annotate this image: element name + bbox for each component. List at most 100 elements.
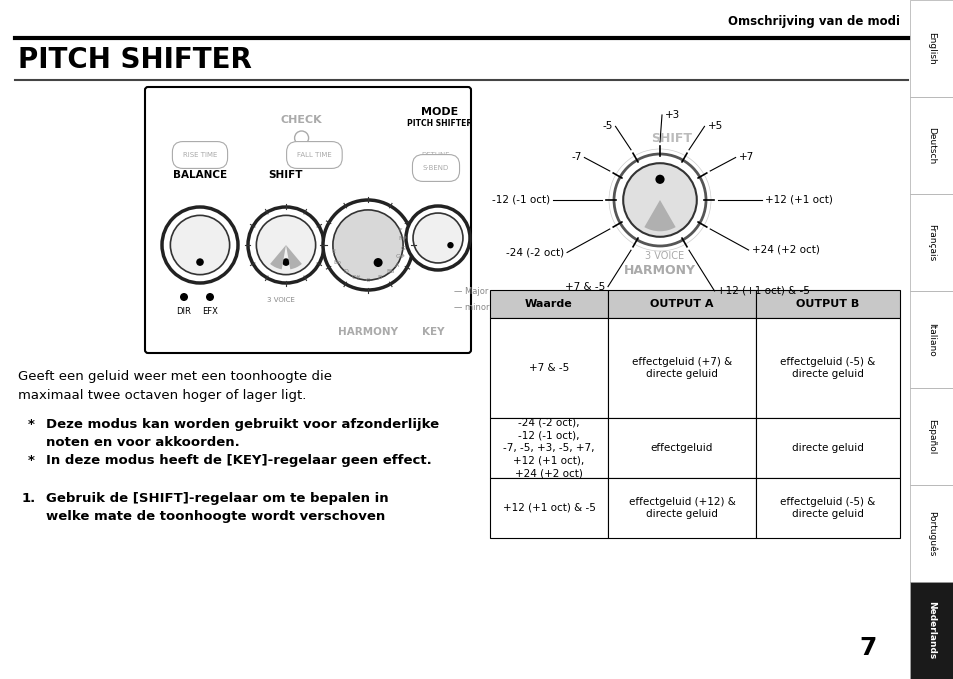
Text: FALL TIME: FALL TIME xyxy=(296,152,332,158)
Text: C: C xyxy=(365,278,370,282)
Text: effectgeluid (+12) &
directe geluid: effectgeluid (+12) & directe geluid xyxy=(628,496,735,519)
Text: EFX: EFX xyxy=(202,307,217,316)
Text: +7 & -5: +7 & -5 xyxy=(528,363,569,373)
Circle shape xyxy=(196,258,204,266)
Text: In deze modus heeft de [KEY]-regelaar geen effect.: In deze modus heeft de [KEY]-regelaar ge… xyxy=(46,454,432,467)
Circle shape xyxy=(180,293,188,301)
Text: +12 (+1 oct): +12 (+1 oct) xyxy=(764,195,832,205)
Text: +7 & -5: +7 & -5 xyxy=(564,282,604,291)
Text: KEY: KEY xyxy=(421,327,444,337)
Text: 3 VOICE: 3 VOICE xyxy=(645,251,684,261)
Text: OUTPUT A: OUTPUT A xyxy=(650,299,713,309)
Text: A: A xyxy=(395,263,398,268)
Circle shape xyxy=(206,293,213,301)
Circle shape xyxy=(162,207,237,283)
Circle shape xyxy=(614,154,705,246)
Text: 7: 7 xyxy=(859,636,876,660)
Text: Eb: Eb xyxy=(334,260,341,265)
Text: DIR: DIR xyxy=(176,307,192,316)
Circle shape xyxy=(171,215,230,274)
Text: +5: +5 xyxy=(707,122,722,132)
Circle shape xyxy=(406,206,470,270)
Text: F: F xyxy=(397,227,401,233)
Text: Deze modus kan worden gebruikt voor afzonderlijke
noten en voor akkoorden.: Deze modus kan worden gebruikt voor afzo… xyxy=(46,418,438,449)
Text: English: English xyxy=(926,32,936,65)
Text: D: D xyxy=(343,270,348,274)
Text: +12 (+1 oct) & -5: +12 (+1 oct) & -5 xyxy=(502,503,595,513)
Bar xyxy=(755,478,899,538)
Text: -24 (-2 oct): -24 (-2 oct) xyxy=(505,248,563,257)
Text: +24 (+2 oct): +24 (+2 oct) xyxy=(751,245,819,255)
Text: +7: +7 xyxy=(738,153,753,162)
Bar xyxy=(490,418,607,478)
Text: effectgeluid (-5) &
directe geluid: effectgeluid (-5) & directe geluid xyxy=(780,356,875,380)
Wedge shape xyxy=(286,245,301,270)
Bar xyxy=(755,418,899,478)
Bar xyxy=(607,478,755,538)
Circle shape xyxy=(333,210,403,280)
Wedge shape xyxy=(643,200,659,232)
Text: -24 (-2 oct),
-12 (-1 oct),
-7, -5, +3, -5, +7,
+12 (+1 oct),
+24 (+2 oct): -24 (-2 oct), -12 (-1 oct), -7, -5, +3, … xyxy=(503,418,594,479)
Text: S·BEND: S·BEND xyxy=(422,165,449,171)
Text: MODE: MODE xyxy=(421,107,458,117)
Text: Italiano: Italiano xyxy=(926,323,936,356)
Text: PITCH SHIFTER: PITCH SHIFTER xyxy=(407,120,472,128)
Text: HARMONY: HARMONY xyxy=(337,327,397,337)
Bar xyxy=(607,290,755,318)
Text: 1.: 1. xyxy=(22,492,36,505)
Circle shape xyxy=(655,175,664,184)
Circle shape xyxy=(447,242,454,249)
Text: Bb: Bb xyxy=(386,270,395,274)
Text: F#: F# xyxy=(397,236,407,242)
Bar xyxy=(490,290,607,318)
Circle shape xyxy=(413,213,462,263)
Text: -7: -7 xyxy=(571,153,580,162)
Circle shape xyxy=(294,131,308,145)
Text: effectgeluid (+7) &
directe geluid: effectgeluid (+7) & directe geluid xyxy=(631,356,731,380)
Circle shape xyxy=(282,258,290,266)
Text: — minor: — minor xyxy=(454,304,489,312)
Text: Español: Español xyxy=(926,419,936,454)
Bar xyxy=(607,318,755,418)
Text: Geeft een geluid weer met een toonhoogte die
maximaal twee octaven hoger of lage: Geeft een geluid weer met een toonhoogte… xyxy=(18,370,332,402)
Bar xyxy=(490,318,607,418)
Text: RISE TIME: RISE TIME xyxy=(183,152,217,158)
Wedge shape xyxy=(659,200,675,232)
Bar xyxy=(909,485,953,582)
Text: Waarde: Waarde xyxy=(524,299,572,309)
Text: E: E xyxy=(332,249,335,253)
Text: -5: -5 xyxy=(601,122,612,132)
Text: *: * xyxy=(28,418,35,431)
Text: +3: +3 xyxy=(664,110,679,120)
Bar xyxy=(909,194,953,291)
Text: SHIFT: SHIFT xyxy=(269,170,303,180)
Text: effectgeluid (-5) &
directe geluid: effectgeluid (-5) & directe geluid xyxy=(780,496,875,519)
Text: PITCH SHIFTER: PITCH SHIFTER xyxy=(18,46,252,74)
Text: Français: Français xyxy=(926,224,936,261)
Bar xyxy=(755,290,899,318)
Bar xyxy=(909,97,953,194)
Circle shape xyxy=(256,215,315,274)
Wedge shape xyxy=(270,245,286,270)
Text: Omschrijving van de modi: Omschrijving van de modi xyxy=(727,16,899,29)
Text: B: B xyxy=(377,276,382,280)
Bar xyxy=(909,0,953,97)
Circle shape xyxy=(248,207,324,283)
FancyBboxPatch shape xyxy=(145,87,471,353)
Circle shape xyxy=(374,258,382,267)
Text: +12 (+1 oct) & -5: +12 (+1 oct) & -5 xyxy=(717,286,809,296)
Text: CHECK: CHECK xyxy=(280,115,322,125)
Text: Nederlands: Nederlands xyxy=(926,602,936,659)
Text: HARMONY: HARMONY xyxy=(623,263,696,276)
Text: G: G xyxy=(400,246,405,251)
Bar xyxy=(909,291,953,388)
Text: Português: Português xyxy=(926,511,936,556)
Text: SHIFT: SHIFT xyxy=(651,132,692,145)
Bar xyxy=(490,478,607,538)
Bar xyxy=(607,418,755,478)
Text: 3 VOICE: 3 VOICE xyxy=(267,297,294,303)
Text: BALANCE: BALANCE xyxy=(172,170,227,180)
Text: OUTPUT B: OUTPUT B xyxy=(796,299,859,309)
Text: *: * xyxy=(28,454,35,467)
Text: DETUNE: DETUNE xyxy=(421,152,450,158)
